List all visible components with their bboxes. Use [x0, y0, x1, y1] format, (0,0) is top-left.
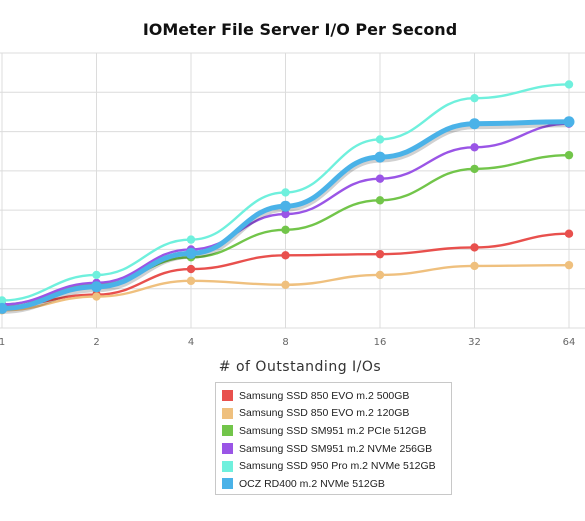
- legend-swatch: [222, 390, 233, 402]
- x-tick-label: 32: [468, 337, 481, 348]
- legend-item: Samsung SSD SM951 m.2 PCIe 512GB: [222, 422, 451, 440]
- data-point: [91, 281, 102, 293]
- data-point: [375, 135, 385, 144]
- data-point: [0, 296, 7, 305]
- data-point: [563, 116, 575, 128]
- data-point: [281, 251, 290, 260]
- series-4: [0, 80, 574, 305]
- series-0: [0, 229, 574, 311]
- legend-swatch: [222, 443, 233, 455]
- legend-label: Samsung SSD 850 EVO m.2 500GB: [239, 389, 410, 402]
- x-tick-label: 1: [0, 337, 5, 348]
- data-point: [564, 260, 574, 270]
- data-point: [186, 235, 196, 244]
- data-point: [281, 209, 290, 219]
- data-point: [186, 276, 196, 286]
- series-3: [0, 119, 574, 309]
- x-tick-label: 2: [93, 337, 99, 348]
- x-tick-label: 8: [282, 337, 288, 348]
- legend: Samsung SSD 850 EVO m.2 500GB Samsung SSD…: [215, 382, 452, 495]
- legend-label: OCZ RD400 m.2 NVMe 512GB: [239, 477, 385, 490]
- legend-swatch: [222, 460, 233, 472]
- legend-item: Samsung SSD SM951 m.2 NVMe 256GB: [222, 440, 451, 458]
- legend-label: Samsung SSD SM951 m.2 NVMe 256GB: [239, 442, 433, 455]
- data-point: [375, 249, 385, 259]
- data-point: [281, 188, 290, 197]
- data-point: [186, 264, 196, 274]
- data-point: [564, 229, 574, 238]
- data-point: [564, 150, 574, 160]
- legend-swatch: [222, 407, 233, 419]
- legend-item: Samsung SSD 850 EVO m.2 500GB: [222, 387, 451, 405]
- data-point: [375, 270, 385, 280]
- x-tick-label: 4: [188, 337, 194, 348]
- data-point: [470, 243, 479, 252]
- data-point: [281, 225, 290, 234]
- data-point: [281, 280, 290, 289]
- series-5: [0, 116, 575, 314]
- data-point: [470, 261, 479, 271]
- data-point: [470, 164, 479, 174]
- data-point: [280, 200, 291, 212]
- data-point: [374, 151, 386, 163]
- x-axis-label: # of Outstanding I/Os: [219, 359, 381, 375]
- data-point: [469, 118, 480, 130]
- legend-swatch: [222, 478, 233, 490]
- data-point: [470, 143, 479, 152]
- chart-title: IOMeter File Server I/O Per Second: [143, 20, 457, 39]
- legend-item: Samsung SSD 850 EVO m.2 120GB: [222, 405, 451, 423]
- x-tick-label: 64: [563, 337, 576, 348]
- series-group: [0, 80, 575, 315]
- data-point: [470, 93, 479, 103]
- data-point: [0, 302, 8, 314]
- legend-label: Samsung SSD SM951 m.2 PCIe 512GB: [239, 424, 427, 437]
- x-axis-ticks: 1 2 4 8 16 32 64: [0, 337, 575, 348]
- legend-label: Samsung SSD 850 EVO m.2 120GB: [239, 407, 410, 420]
- data-point: [92, 292, 101, 301]
- data-point: [185, 247, 197, 259]
- legend-label: Samsung SSD 950 Pro m.2 NVMe 512GB: [239, 460, 436, 473]
- data-point: [375, 196, 385, 205]
- legend-swatch: [222, 425, 233, 437]
- legend-item: Samsung SSD 950 Pro m.2 NVMe 512GB: [222, 457, 451, 475]
- legend-item: OCZ RD400 m.2 NVMe 512GB: [222, 475, 451, 493]
- data-point: [564, 80, 574, 89]
- data-point: [375, 174, 385, 183]
- x-tick-label: 16: [374, 337, 387, 348]
- data-point: [92, 270, 101, 280]
